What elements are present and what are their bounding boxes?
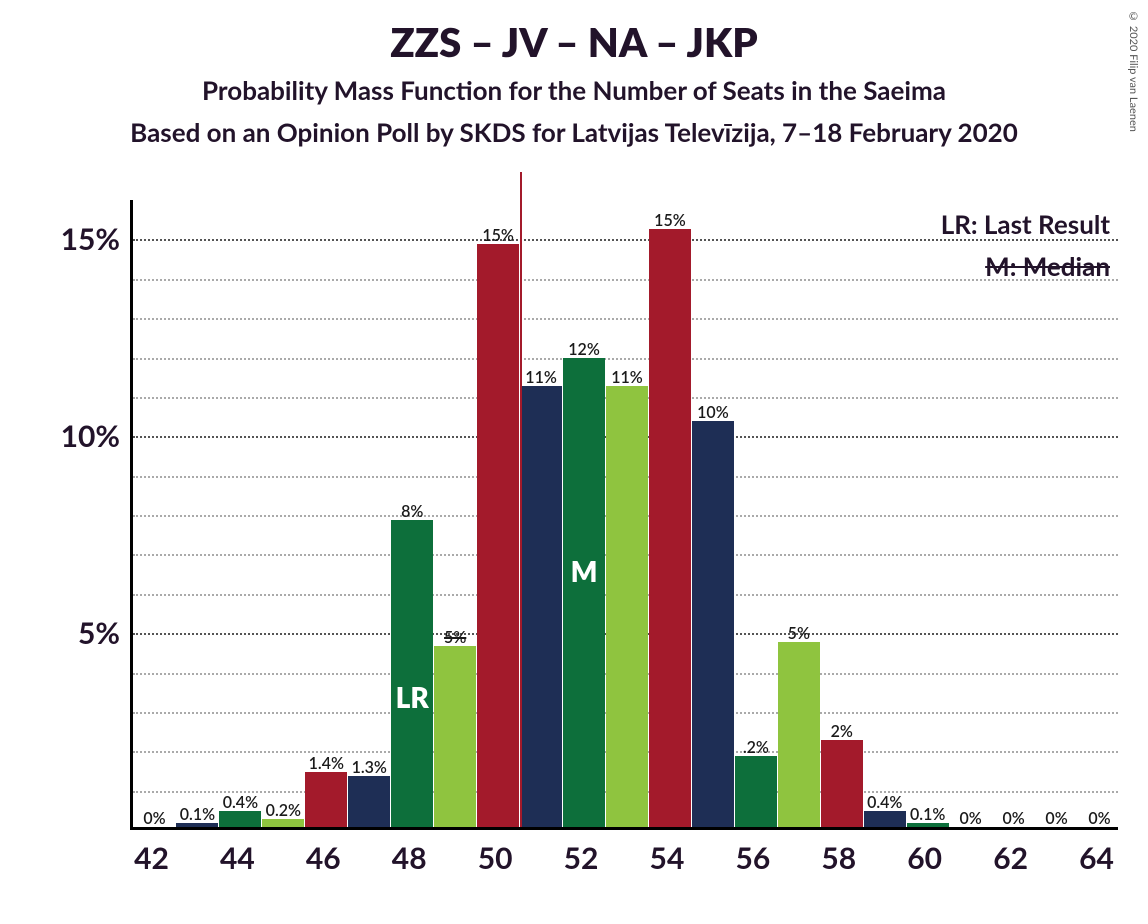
bar-value-label: 0% <box>1088 809 1110 828</box>
bar-value-label: 0.2% <box>266 801 301 820</box>
bar <box>821 740 863 827</box>
x-axis-label: 58 <box>821 840 856 876</box>
bar-value-label: 11% <box>611 368 643 387</box>
bar <box>864 811 906 827</box>
bar-value-label: 15% <box>654 211 686 230</box>
x-axis-label: 64 <box>1079 840 1114 876</box>
bar-value-label: 0.4% <box>223 793 258 812</box>
bar-value-label: 0% <box>1002 809 1024 828</box>
bar-value-label: 11% <box>525 368 557 387</box>
bar <box>649 229 691 828</box>
chart-subtitle-1: Probability Mass Function for the Number… <box>0 74 1148 106</box>
grid-major-line <box>133 239 1118 241</box>
x-axis-label: 48 <box>392 840 427 876</box>
bar <box>563 358 605 827</box>
chart-titles: ZZS – JV – NA – JKP Probability Mass Fun… <box>0 0 1148 148</box>
x-axis-label: 44 <box>220 840 255 876</box>
legend-median-text: M: Median <box>985 250 1110 282</box>
bar <box>348 776 390 827</box>
x-axis-label: 52 <box>564 840 599 876</box>
bar <box>735 756 777 827</box>
x-axis-label: 42 <box>134 840 169 876</box>
bar-value-label: 0% <box>1045 809 1067 828</box>
x-axis-label: 62 <box>993 840 1028 876</box>
legend: LR: Last Result M: Median <box>941 204 1110 287</box>
bar <box>219 811 261 827</box>
bar <box>606 386 648 827</box>
y-axis-label: 5% <box>78 615 120 651</box>
bar-value-label: 5% <box>788 624 810 643</box>
bar-value-label: 0% <box>143 809 165 828</box>
bar-value-label: 0% <box>960 809 982 828</box>
bar-value-label: 5% <box>444 628 466 647</box>
bar <box>434 646 476 827</box>
y-axis-label: 15% <box>61 221 120 257</box>
median-marker: M <box>571 554 598 588</box>
bar-value-label: 0.1% <box>910 805 945 824</box>
bar-value-label: 15% <box>482 226 514 245</box>
legend-median: M: Median <box>941 246 1110 288</box>
bar-value-label: 1.4% <box>309 754 344 773</box>
bar-value-label: 10% <box>697 403 729 422</box>
x-axis-label: 54 <box>650 840 685 876</box>
last-result-marker: LR <box>396 680 429 714</box>
chart-subtitle-2: Based on an Opinion Poll by SKDS for Lat… <box>0 116 1148 148</box>
bar <box>305 772 347 827</box>
copyright-text: © 2020 Filip van Laenen <box>1127 10 1140 132</box>
bar <box>477 244 519 827</box>
x-axis-label: 46 <box>306 840 341 876</box>
bar <box>778 642 820 827</box>
median-line <box>520 172 522 827</box>
bar <box>692 421 734 827</box>
bar-value-label: 2% <box>831 722 853 741</box>
grid-minor-line <box>133 279 1118 281</box>
bar-value-label: 12% <box>568 340 600 359</box>
bar-value-label: 1.3% <box>352 758 387 777</box>
bar <box>520 386 562 827</box>
y-axis-label: 10% <box>61 418 120 454</box>
chart-area: LR: Last Result M: Median 0% 0.1% 0.4% 0.2%… <box>60 200 1118 890</box>
bar-value-label: 0.1% <box>180 805 215 824</box>
bar-value-label: 8% <box>401 502 423 521</box>
grid-minor-line <box>133 358 1118 360</box>
grid-minor-line <box>133 318 1118 320</box>
bar <box>391 520 433 827</box>
plot-region: LR: Last Result M: Median 0% 0.1% 0.4% 0.2%… <box>130 200 1118 830</box>
x-axis-label: 50 <box>478 840 513 876</box>
chart-title: ZZS – JV – NA – JKP <box>0 18 1148 66</box>
bar-value-label: .2% <box>743 738 769 757</box>
bar <box>262 819 304 827</box>
x-axis-label: 60 <box>907 840 942 876</box>
x-axis-label: 56 <box>735 840 770 876</box>
bar-value-label: 0.4% <box>867 793 902 812</box>
